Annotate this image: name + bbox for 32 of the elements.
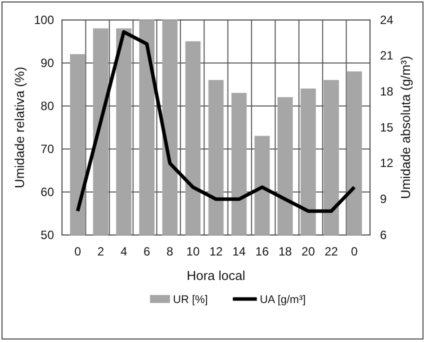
y2-tick-label: 24 <box>380 12 394 27</box>
x-tick-label: 18 <box>278 244 292 259</box>
x-tick-label: 10 <box>186 244 200 259</box>
x-tick-label: 14 <box>232 244 246 259</box>
x-tick-label: 6 <box>143 244 150 259</box>
x-tick-label: 20 <box>302 244 316 259</box>
y2-tick-label: 6 <box>380 228 387 242</box>
x-tick-label: 0 <box>74 244 82 259</box>
y2-tick-label: 15 <box>380 120 394 134</box>
y2-tick-label: 21 <box>380 48 394 63</box>
y-tick-label: 60 <box>40 184 54 199</box>
legend-label: UR [%] <box>173 294 208 306</box>
x-tick-label: 12 <box>209 244 223 259</box>
y2-axis-title: Umidade absoluta (g/m³) <box>398 56 413 200</box>
x-tick-label: 4 <box>120 244 128 259</box>
y-tick-label: 70 <box>40 142 54 156</box>
y-tick-label: 50 <box>40 228 54 242</box>
y2-tick-label: 9 <box>380 192 387 206</box>
legend-label: UA [g/m³] <box>260 294 306 306</box>
y-tick-label: 100 <box>34 12 54 27</box>
y-axis-title: Umidade relativa (%) <box>12 66 27 188</box>
x-axis-title: Hora local <box>186 268 246 283</box>
y-tick-label: 90 <box>40 56 54 70</box>
y2-tick-label: 12 <box>380 156 394 170</box>
line-series <box>76 30 356 213</box>
y2-tick-label: 18 <box>380 84 394 99</box>
x-tick-label: 0 <box>350 244 358 259</box>
x-tick-label: 22 <box>324 244 338 259</box>
x-tick-label: 8 <box>166 244 174 259</box>
x-tick-label: 2 <box>97 244 104 259</box>
x-tick-label: 16 <box>255 244 270 259</box>
y-tick-label: 80 <box>40 98 54 113</box>
